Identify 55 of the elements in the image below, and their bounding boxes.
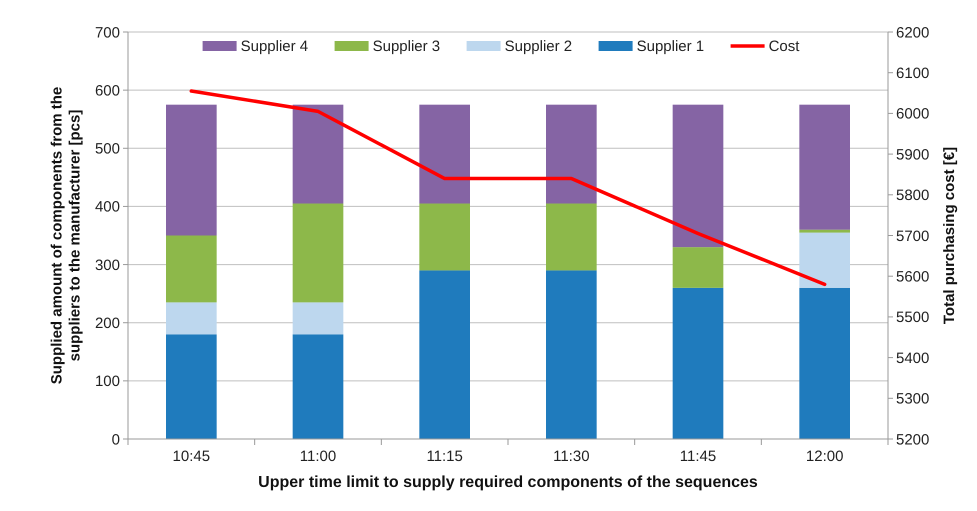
bar	[292, 104, 344, 204]
bar	[799, 288, 850, 439]
legend-label: Supplier 3	[372, 38, 440, 55]
x-tick-label: 11:00	[300, 448, 336, 465]
x-tick-label: 12:00	[806, 448, 844, 465]
bar	[546, 270, 597, 439]
x-tick-label: 10:45	[172, 448, 210, 465]
y2-tick-label: 5400	[896, 350, 930, 367]
bar	[419, 204, 470, 270]
bar	[799, 230, 850, 233]
bar	[292, 302, 344, 334]
line-series	[190, 89, 826, 286]
bar	[166, 104, 217, 236]
y2-tick-label: 5700	[896, 228, 930, 245]
y-tick-label: 200	[94, 314, 120, 332]
y2-tick-label: 6200	[896, 24, 930, 42]
legend-label: Supplier 4	[240, 38, 308, 55]
y-tick-label: 0	[112, 431, 120, 448]
bar	[292, 334, 344, 439]
y-axis-title: Supplied amount of components from the suppliers to the manufacturer [pcs]	[48, 86, 84, 384]
bar	[166, 334, 217, 439]
y2-axis-title: Total purchasing cost [€]	[941, 146, 958, 324]
y-tick-label: 600	[94, 82, 120, 100]
y-tick-label: 700	[94, 24, 120, 42]
y-tick-label: 500	[94, 140, 120, 158]
y2-tick-label: 5900	[896, 146, 930, 164]
x-axis-title: Upper time limit to supply required components of the sequences	[258, 474, 758, 491]
bar	[166, 236, 217, 302]
bar	[292, 204, 344, 302]
y2-tick-label: 5300	[896, 390, 930, 408]
x-tick-label: 11:15	[426, 448, 463, 465]
y-tick-label: 100	[94, 373, 120, 390]
x-tick-label: 11:30	[553, 448, 590, 465]
legend-label: Supplier 1	[636, 38, 704, 55]
bar	[546, 204, 597, 270]
bar	[419, 104, 470, 204]
y-tick-label: 400	[94, 198, 120, 216]
y2-tick-label: 5600	[896, 268, 930, 286]
y2-tick-label: 5200	[896, 431, 930, 448]
y-tick-label: 300	[94, 256, 120, 274]
x-tick-label: 11:45	[680, 448, 716, 465]
y2-tick-label: 6000	[896, 106, 930, 123]
y2-tick-label: 6100	[896, 64, 930, 82]
bar	[672, 247, 724, 288]
bar	[799, 104, 850, 230]
bar	[799, 232, 850, 288]
y2-tick-label: 5800	[896, 187, 930, 204]
bar	[672, 104, 724, 248]
y2-tick-label: 5500	[896, 309, 930, 326]
legend-label: Supplier 2	[504, 38, 572, 55]
bar	[166, 302, 217, 334]
legend-label: Cost	[768, 38, 800, 55]
bar	[419, 270, 470, 439]
bar	[672, 288, 724, 439]
bar	[546, 104, 597, 204]
